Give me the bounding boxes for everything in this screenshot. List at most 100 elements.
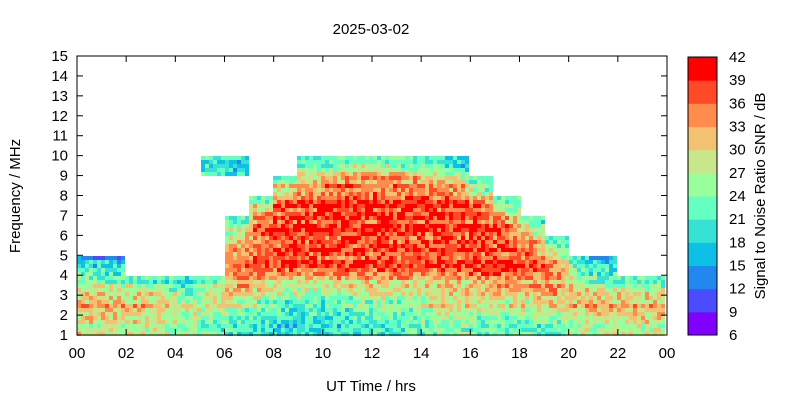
heatmap-cell (417, 264, 421, 268)
heatmap-cell (129, 308, 133, 312)
heatmap-cell (541, 288, 545, 292)
heatmap-cell (273, 256, 277, 260)
heatmap-cell (521, 256, 525, 260)
heatmap-cell (605, 264, 609, 268)
heatmap-cell (357, 164, 361, 168)
heatmap-cell (425, 284, 429, 288)
heatmap-cell (285, 212, 289, 216)
heatmap-cell (277, 192, 281, 196)
heatmap-cell (173, 284, 177, 288)
heatmap-cell (117, 332, 121, 336)
heatmap-cell (457, 228, 461, 232)
heatmap-cell (221, 312, 225, 316)
heatmap-cell (221, 168, 225, 172)
heatmap-cell (457, 332, 461, 336)
heatmap-cell (305, 308, 309, 312)
heatmap-cell (525, 312, 529, 316)
heatmap-cell (241, 168, 245, 172)
heatmap-cell (305, 296, 309, 300)
heatmap-cell (361, 196, 365, 200)
heatmap-cell (389, 192, 393, 196)
heatmap-cell (509, 316, 513, 320)
heatmap-cell (521, 332, 525, 336)
heatmap-cell (461, 300, 465, 304)
heatmap-cell (361, 328, 365, 332)
heatmap-cell (625, 312, 629, 316)
heatmap-cell (229, 160, 233, 164)
heatmap-cell (165, 288, 169, 292)
heatmap-cell (389, 200, 393, 204)
heatmap-cell (321, 224, 325, 228)
heatmap-cell (437, 160, 441, 164)
heatmap-cell (533, 308, 537, 312)
heatmap-cell (277, 228, 281, 232)
heatmap-cell (613, 316, 617, 320)
heatmap-cell (425, 240, 429, 244)
heatmap-cell (473, 244, 477, 248)
heatmap-cell (421, 192, 425, 196)
heatmap-cell (397, 312, 401, 316)
heatmap-cell (437, 308, 441, 312)
heatmap-cell (233, 308, 237, 312)
heatmap-cell (485, 192, 489, 196)
heatmap-cell (489, 248, 493, 252)
heatmap-cell (365, 296, 369, 300)
heatmap-cell (549, 256, 553, 260)
heatmap-cell (205, 300, 209, 304)
heatmap-cell (301, 160, 305, 164)
heatmap-cell (293, 312, 297, 316)
heatmap-cell (421, 184, 425, 188)
heatmap-cell (257, 204, 261, 208)
heatmap-cell (365, 228, 369, 232)
heatmap-cell (509, 220, 513, 224)
heatmap-cell (437, 180, 441, 184)
heatmap-cell (237, 332, 241, 336)
heatmap-cell (377, 300, 381, 304)
heatmap-cell (433, 332, 437, 336)
heatmap-cell (321, 248, 325, 252)
heatmap-cell (605, 320, 609, 324)
heatmap-cell (321, 300, 325, 304)
heatmap-cell (309, 248, 313, 252)
heatmap-cell (433, 300, 437, 304)
heatmap-cell (397, 268, 401, 272)
heatmap-cell (429, 260, 433, 264)
heatmap-cell (249, 240, 253, 244)
heatmap-cell (229, 216, 233, 220)
heatmap-cell (193, 332, 197, 336)
heatmap-cell (501, 296, 505, 300)
heatmap-cell (489, 236, 493, 240)
heatmap-cell (253, 216, 257, 220)
heatmap-cell (141, 288, 145, 292)
heatmap-cell (81, 324, 85, 328)
heatmap-cell (257, 328, 261, 332)
heatmap-cell (293, 204, 297, 208)
heatmap-cell (625, 316, 629, 320)
heatmap-cell (125, 304, 129, 308)
heatmap-cell (533, 260, 537, 264)
heatmap-cell (553, 268, 557, 272)
heatmap-cell (465, 268, 469, 272)
heatmap-cell (93, 280, 97, 284)
heatmap-cell (385, 320, 389, 324)
heatmap-cell (253, 248, 257, 252)
heatmap-cell (637, 320, 641, 324)
heatmap-cell (301, 192, 305, 196)
heatmap-cell (661, 284, 665, 288)
heatmap-cell (545, 272, 549, 276)
heatmap-cell (93, 328, 97, 332)
heatmap-cell (393, 308, 397, 312)
heatmap-cell (421, 156, 425, 160)
heatmap-cell (341, 192, 345, 196)
heatmap-cell (141, 276, 145, 280)
heatmap-cell (405, 288, 409, 292)
heatmap-cell (397, 224, 401, 228)
heatmap-cell (397, 256, 401, 260)
heatmap-cell (545, 328, 549, 332)
heatmap-cell (601, 272, 605, 276)
heatmap-cell (409, 280, 413, 284)
heatmap-cell (281, 236, 285, 240)
heatmap-cell (649, 300, 653, 304)
heatmap-cell (329, 168, 333, 172)
heatmap-cell (149, 316, 153, 320)
